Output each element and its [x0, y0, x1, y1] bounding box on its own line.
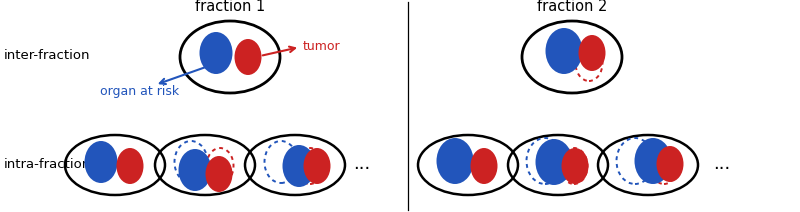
Ellipse shape — [85, 141, 118, 183]
Ellipse shape — [303, 148, 330, 184]
Ellipse shape — [282, 145, 315, 187]
Ellipse shape — [437, 138, 474, 184]
Text: tumor: tumor — [303, 40, 341, 53]
Ellipse shape — [206, 156, 233, 192]
Ellipse shape — [535, 139, 573, 185]
Text: fraction 1: fraction 1 — [195, 0, 265, 14]
Ellipse shape — [234, 39, 262, 75]
Text: inter-fraction: inter-fraction — [4, 49, 90, 61]
Text: fraction 2: fraction 2 — [537, 0, 607, 14]
Ellipse shape — [562, 148, 589, 184]
Ellipse shape — [546, 28, 582, 74]
Ellipse shape — [470, 148, 498, 184]
Text: intra-fraction: intra-fraction — [4, 159, 91, 172]
Ellipse shape — [117, 148, 143, 184]
Ellipse shape — [657, 146, 683, 182]
Text: ...: ... — [714, 155, 730, 173]
Text: organ at risk: organ at risk — [101, 85, 179, 99]
Ellipse shape — [578, 35, 606, 71]
Ellipse shape — [634, 138, 671, 184]
Ellipse shape — [199, 32, 233, 74]
Text: ...: ... — [354, 155, 370, 173]
Ellipse shape — [178, 149, 211, 191]
